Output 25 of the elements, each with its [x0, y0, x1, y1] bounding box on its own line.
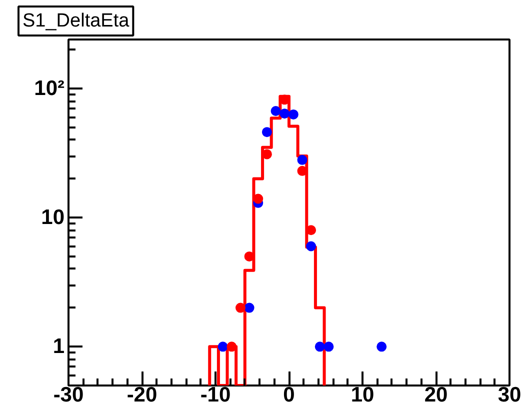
x-tick-label: 20 [424, 384, 448, 406]
y-tick-label: 10 [41, 206, 64, 230]
x-tick-label: -30 [53, 384, 84, 406]
x-tick-label: 0 [283, 384, 295, 406]
x-tick-label: -10 [200, 384, 231, 406]
y-tick-label: 1 [52, 335, 65, 358]
point [226, 342, 237, 352]
y-tick-label: 10² [34, 77, 65, 100]
point [297, 154, 308, 165]
point [270, 106, 281, 116]
point [253, 194, 264, 204]
chart-title: S1_DeltaEta [22, 10, 130, 32]
point [262, 127, 272, 138]
x-tick-label: 10 [350, 384, 374, 406]
x-tick-label: 30 [498, 384, 522, 406]
point [324, 342, 334, 352]
point [280, 108, 290, 119]
point [218, 342, 228, 352]
x-tick-label: -20 [126, 384, 158, 406]
point [376, 342, 387, 352]
point [244, 302, 254, 313]
point [306, 241, 316, 252]
point [288, 109, 298, 120]
point [235, 302, 246, 313]
point [314, 342, 325, 352]
